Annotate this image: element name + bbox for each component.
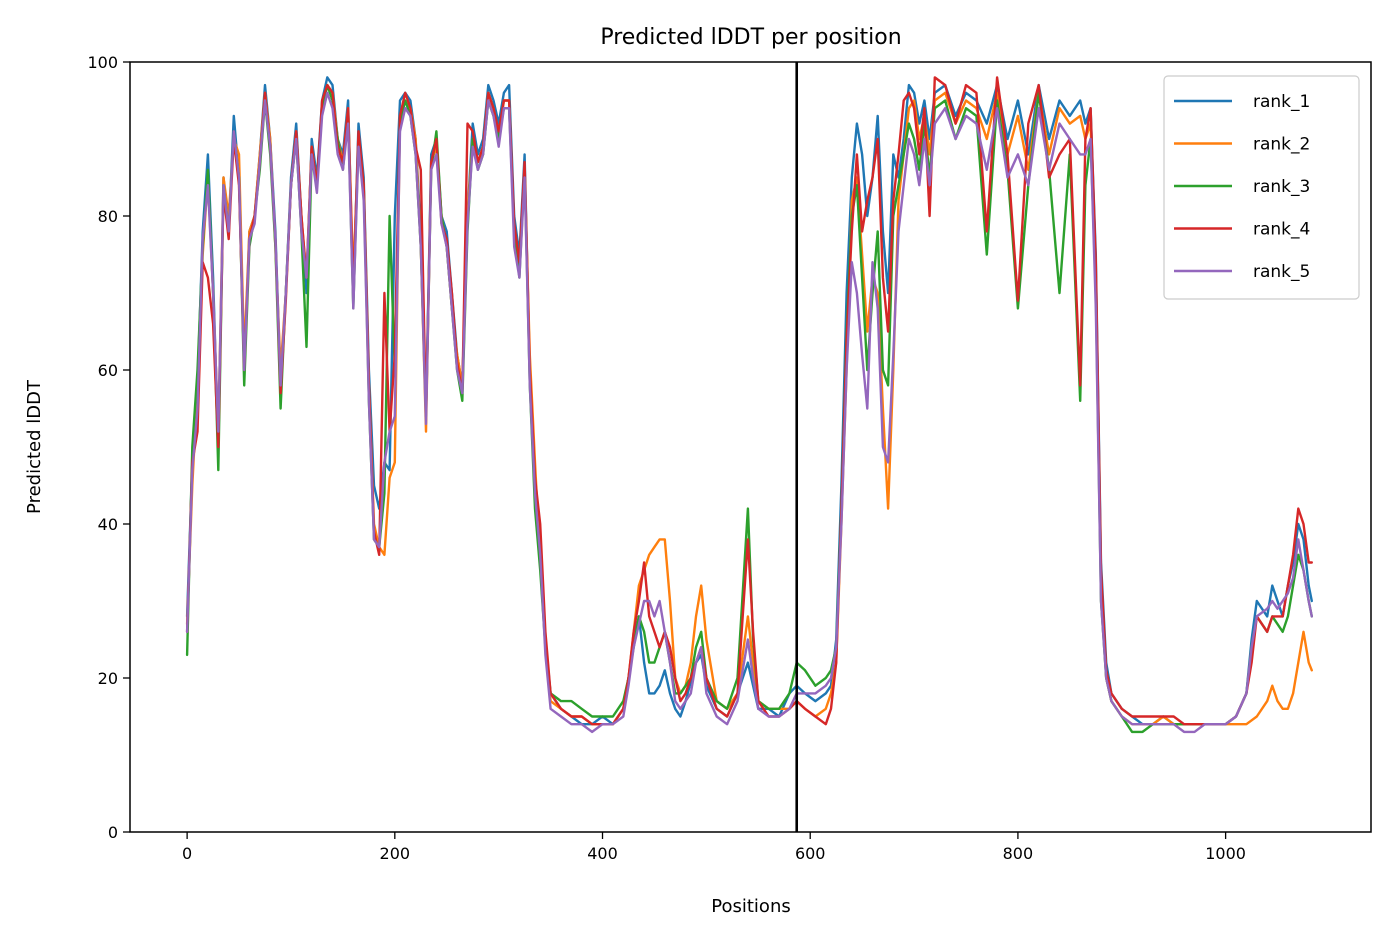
- legend: rank_1 rank_2 rank_3 rank_4 rank_5: [1163, 75, 1360, 300]
- plot-frame: [129, 61, 1372, 833]
- chart-title: Predicted lDDT per position: [600, 25, 901, 50]
- series-line-rank-5: [185, 91, 1313, 734]
- x-axis-label: Positions: [711, 896, 790, 917]
- y-tick-label: 20: [98, 669, 118, 688]
- x-tick-label: 800: [1003, 844, 1034, 863]
- y-tick-label: 0: [108, 823, 118, 842]
- x-tick-label: 600: [795, 844, 826, 863]
- x-tick-label: 0: [182, 844, 192, 863]
- legend-label: rank_5: [1253, 262, 1310, 282]
- legend-label: rank_2: [1253, 135, 1310, 155]
- x-tick-label: 200: [380, 844, 411, 863]
- y-axis-label: Predicted lDDT: [24, 379, 45, 514]
- legend-label: rank_1: [1253, 92, 1310, 112]
- x-tick-label: 400: [587, 844, 618, 863]
- x-tick-label: 1000: [1205, 844, 1246, 863]
- y-tick-label: 40: [98, 515, 118, 534]
- y-tick-label: 60: [98, 361, 118, 380]
- legend-box: [1163, 75, 1360, 300]
- legend-label: rank_3: [1253, 177, 1310, 197]
- y-tick-label: 80: [98, 207, 118, 226]
- legend-label: rank_4: [1253, 220, 1310, 240]
- axis-ticks: 0 200 400 600 800 1000 0 20 40 60 80 100: [87, 53, 1246, 863]
- y-tick-label: 100: [87, 53, 118, 72]
- plot-area: [185, 62, 1313, 832]
